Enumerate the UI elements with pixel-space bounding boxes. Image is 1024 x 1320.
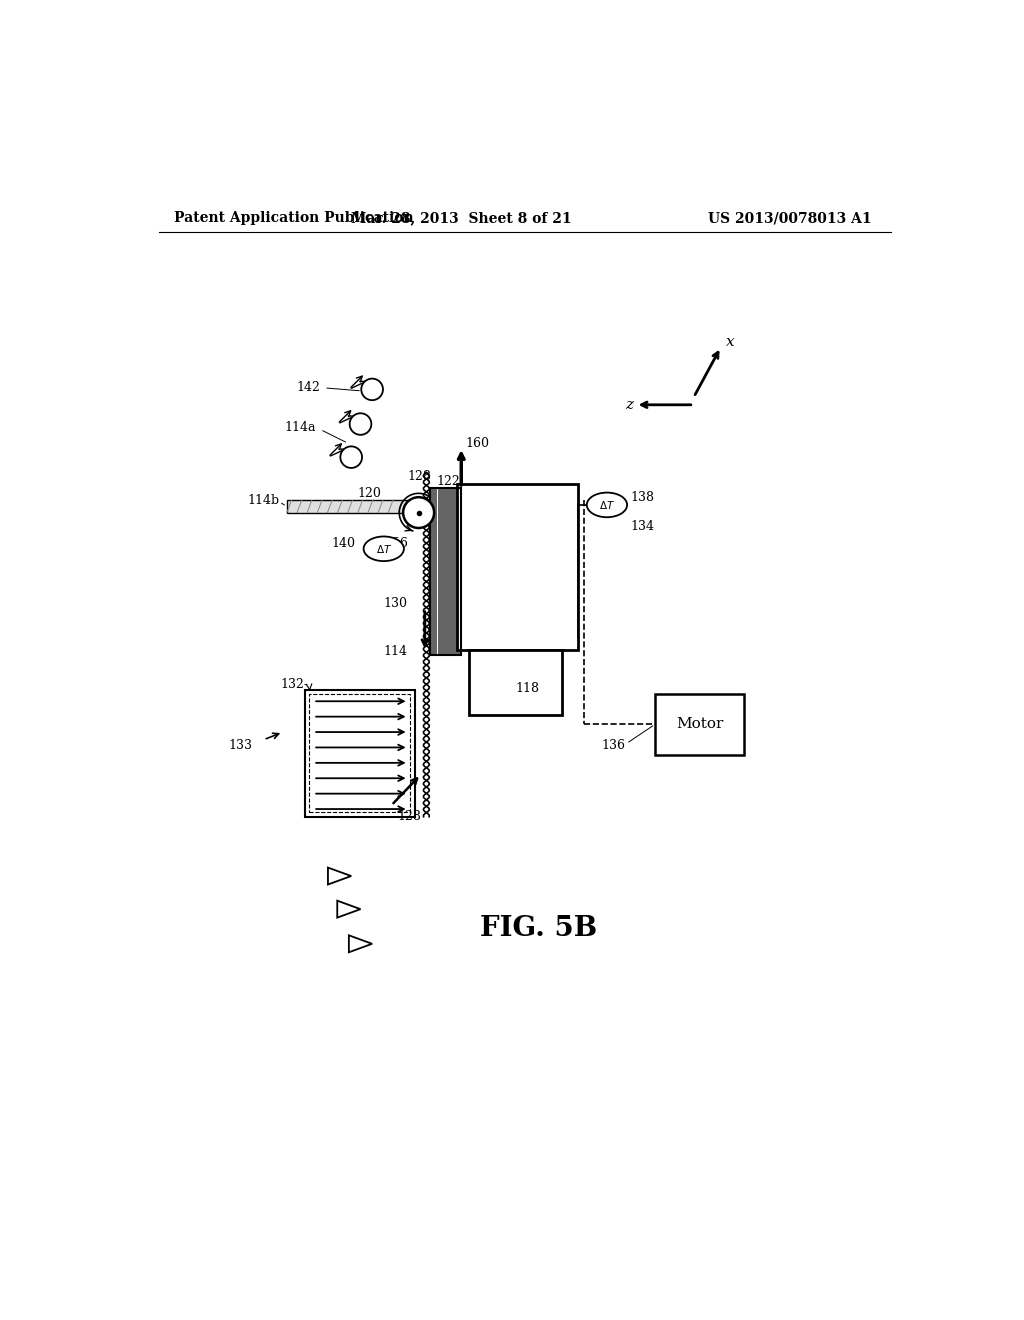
- Text: 140: 140: [332, 537, 356, 550]
- Bar: [305, 689, 415, 817]
- Text: 142: 142: [296, 381, 321, 395]
- Text: 122: 122: [436, 475, 460, 488]
- Text: 128: 128: [408, 470, 432, 483]
- Text: US 2013/0078013 A1: US 2013/0078013 A1: [709, 211, 872, 226]
- Polygon shape: [328, 867, 351, 884]
- Text: 138: 138: [630, 491, 654, 504]
- Bar: [287, 500, 409, 512]
- Circle shape: [403, 498, 434, 528]
- Polygon shape: [349, 936, 372, 952]
- Text: FIG. 5B: FIG. 5B: [480, 915, 597, 942]
- Text: 128: 128: [397, 810, 422, 824]
- Text: 118: 118: [515, 681, 540, 694]
- Text: 160: 160: [465, 437, 489, 450]
- Text: $\Delta T$: $\Delta T$: [599, 499, 615, 511]
- Text: 114: 114: [384, 644, 408, 657]
- Text: Motor: Motor: [676, 717, 723, 731]
- Text: Patent Application Publication: Patent Application Publication: [174, 211, 414, 226]
- Text: 134: 134: [630, 520, 654, 533]
- Text: 120: 120: [357, 487, 381, 500]
- Bar: [469, 649, 562, 715]
- Text: 114b: 114b: [247, 494, 280, 507]
- Text: 132-: 132-: [281, 677, 308, 690]
- Text: x: x: [726, 335, 735, 348]
- Ellipse shape: [364, 536, 403, 561]
- Text: 130: 130: [384, 597, 408, 610]
- Text: Mar. 28, 2013  Sheet 8 of 21: Mar. 28, 2013 Sheet 8 of 21: [351, 211, 571, 226]
- Bar: [655, 693, 744, 755]
- Text: 136: 136: [601, 739, 626, 751]
- Text: z: z: [626, 397, 634, 412]
- Bar: [458, 484, 578, 649]
- Circle shape: [349, 413, 372, 434]
- Circle shape: [361, 379, 383, 400]
- Polygon shape: [337, 900, 360, 917]
- Text: 156: 156: [385, 537, 409, 550]
- Bar: [309, 694, 410, 812]
- Text: $\Delta T$: $\Delta T$: [376, 543, 392, 554]
- Ellipse shape: [587, 492, 627, 517]
- Text: 114a: 114a: [285, 421, 316, 434]
- Bar: [430, 488, 461, 655]
- Circle shape: [340, 446, 362, 469]
- Text: 133: 133: [228, 739, 252, 751]
